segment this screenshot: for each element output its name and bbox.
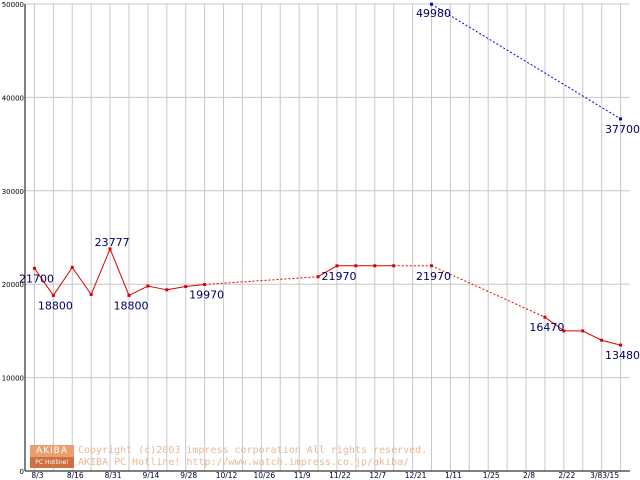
x-tick-label: 8/3 — [31, 471, 43, 480]
series-segment — [204, 276, 319, 285]
data-point — [108, 247, 112, 251]
series-segment — [52, 267, 73, 296]
data-label: 13480 — [605, 349, 640, 362]
x-tick-label: 12/21 — [405, 471, 427, 480]
x-tick-label: 9/14 — [142, 471, 159, 480]
data-point — [127, 293, 131, 297]
y-tick-labels: 0 10000 20000 30000 40000 50000 — [2, 1, 24, 476]
x-tick-label: 2/22 — [558, 471, 575, 480]
data-point — [543, 315, 547, 319]
data-point — [619, 343, 623, 347]
akiba-logo: AKIBA PC Hotline! — [30, 445, 74, 469]
y-tick-label: 30000 — [2, 188, 24, 196]
data-label: 16470 — [529, 321, 564, 334]
data-point — [89, 292, 93, 296]
x-tick-label: 11/22 — [329, 471, 351, 480]
x-tick-label: 2/8 — [523, 471, 535, 480]
x-tick-label: 1/25 — [483, 471, 500, 480]
data-label: 21700 — [19, 272, 54, 285]
data-point — [581, 329, 585, 333]
data-label: 18800 — [113, 299, 148, 312]
x-tick-label: 10/12 — [216, 471, 238, 480]
series-segment — [317, 265, 338, 278]
data-point — [146, 284, 150, 288]
data-point — [429, 264, 433, 268]
series-segment — [71, 267, 92, 295]
data-point — [316, 275, 320, 279]
data-point — [70, 265, 74, 269]
y-tick-label: 20000 — [2, 281, 24, 289]
x-tick-label: 9/28 — [180, 471, 197, 480]
data-point — [562, 329, 566, 333]
series-segment — [431, 3, 621, 120]
logo-top-text: AKIBA — [30, 445, 74, 457]
series-segment — [147, 285, 167, 291]
data-point — [373, 264, 377, 268]
series-segment — [34, 268, 54, 296]
data-point — [392, 264, 396, 268]
x-tick-label: 8/16 — [67, 471, 84, 480]
y-tick-label: 0 — [20, 468, 24, 476]
data-point — [165, 288, 169, 292]
data-labels: 21700 18800 23777 18800 19970 21970 21970 16470… — [19, 7, 640, 362]
data-point — [32, 266, 36, 270]
data-label: 37700 — [605, 123, 640, 136]
series-segment — [601, 339, 621, 346]
series-segment — [544, 316, 565, 332]
y-tick-label: 50000 — [2, 1, 24, 9]
copyright-line: Copyright (c)2003 impress corporation Al… — [78, 445, 428, 456]
data-point — [429, 2, 433, 6]
series-segment — [582, 330, 602, 341]
y-tick-label: 10000 — [2, 375, 24, 383]
x-tick-label: 1/11 — [445, 471, 462, 480]
series-segment — [185, 283, 205, 288]
data-label: 19970 — [189, 288, 224, 301]
x-tick-labels: 8/3 8/16 8/31 9/14 9/28 10/12 10/26 11/9 11/22 12… — [31, 471, 619, 480]
x-tick-label: 3/83/15 — [590, 471, 619, 480]
copyright-url-line: AKIBA PC Hotline! http://www.watch.impre… — [78, 457, 410, 468]
data-point — [354, 264, 358, 268]
data-label: 21970 — [321, 270, 356, 283]
series-lines — [32, 2, 623, 347]
data-point — [184, 285, 188, 289]
x-tick-label: 10/26 — [254, 471, 276, 480]
series-segment — [431, 265, 546, 318]
axes — [24, 4, 630, 472]
data-label: 23777 — [95, 236, 130, 249]
data-label: 21970 — [416, 270, 451, 283]
data-point — [619, 117, 623, 121]
data-point — [335, 264, 339, 268]
series-segment — [166, 286, 186, 291]
series-segment — [90, 248, 111, 295]
x-tick-label: 12/7 — [369, 471, 386, 480]
data-point — [203, 282, 207, 286]
data-point — [600, 338, 604, 342]
grid-lines — [25, 3, 630, 471]
series-segment — [109, 248, 130, 296]
data-label: 18800 — [38, 299, 73, 312]
data-label: 49980 — [416, 7, 451, 20]
series-segment — [128, 285, 149, 296]
logo-bottom-text: PC Hotline! — [30, 457, 74, 468]
y-tick-label: 40000 — [2, 94, 24, 102]
x-tick-label: 8/31 — [105, 471, 122, 480]
x-tick-label: 11/9 — [294, 471, 311, 480]
data-point — [51, 293, 55, 297]
